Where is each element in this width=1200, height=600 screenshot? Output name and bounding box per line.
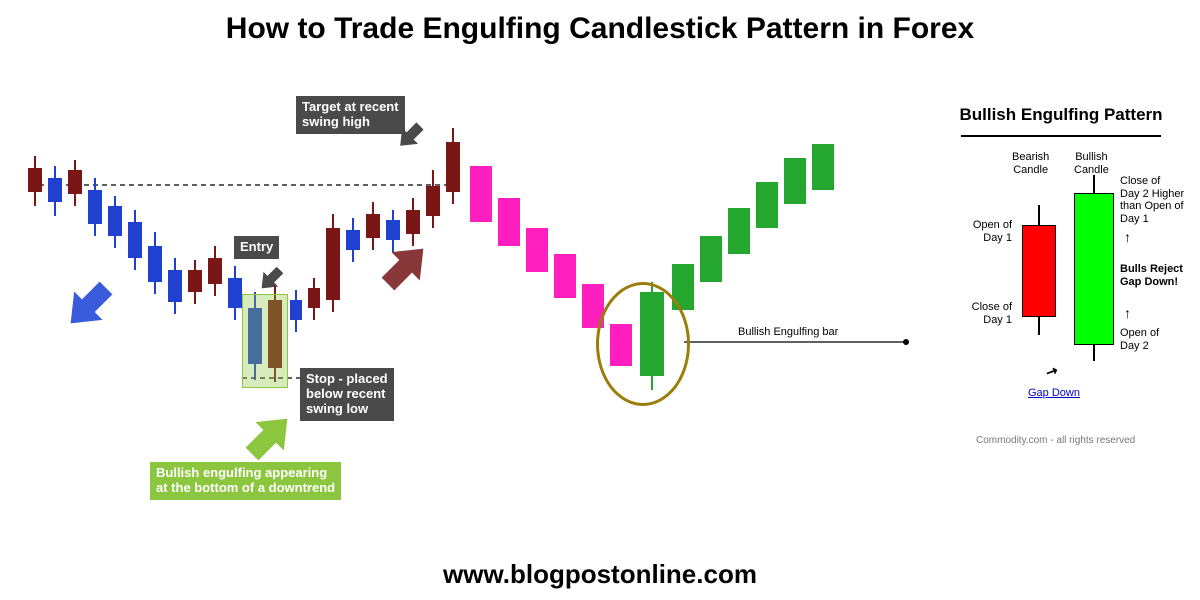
candle	[366, 70, 380, 550]
candle	[128, 70, 142, 550]
bearish-candle	[1022, 105, 1056, 405]
gap-down-link[interactable]: Gap Down	[1028, 387, 1080, 399]
candle	[446, 70, 460, 550]
engulfing-highlight	[242, 294, 288, 388]
footer-url: www.blogpostonline.com	[0, 559, 1200, 590]
candle	[48, 70, 62, 550]
candle	[700, 70, 722, 550]
candle	[526, 70, 548, 550]
candle	[554, 70, 576, 550]
candle	[582, 70, 604, 550]
candle	[470, 70, 492, 550]
candle	[68, 70, 82, 550]
label-bulls-reject: Bulls RejectGap Down!	[1120, 263, 1186, 288]
label-stop: Stop - placedbelow recentswing low	[300, 368, 394, 421]
side-underline	[961, 135, 1161, 137]
engulfing-ellipse	[596, 282, 690, 406]
pointer-label: Bullish Engulfing bar	[738, 326, 838, 338]
label-open-day1: Open ofDay 1	[942, 219, 1012, 244]
candle	[498, 70, 520, 550]
label-caption: Bullish engulfing appearingat the bottom…	[150, 462, 341, 500]
bullish-pattern-panel: Bullish Engulfing Pattern BearishCandle …	[936, 105, 1186, 505]
label-target: Target at recentswing high	[296, 96, 405, 134]
label-entry: Entry	[234, 236, 279, 259]
up-arrow-icon: ↑	[1124, 305, 1131, 321]
side-title: Bullish Engulfing Pattern	[936, 105, 1186, 125]
candle	[28, 70, 42, 550]
bullish-candle	[1074, 105, 1114, 405]
candlestick-chart: Target at recentswing high Entry Stop - pl…	[0, 70, 920, 550]
candle	[756, 70, 778, 550]
candle	[386, 70, 400, 550]
page-title: How to Trade Engulfing Candlestick Patte…	[0, 12, 1200, 46]
up-arrow-icon: ↑	[1124, 229, 1131, 245]
label-close-day1: Close ofDay 1	[942, 301, 1012, 326]
candle	[88, 70, 102, 550]
candle	[728, 70, 750, 550]
candle	[784, 70, 806, 550]
label-open-day2: Open ofDay 2	[1120, 327, 1186, 352]
candle	[426, 70, 440, 550]
candle	[812, 70, 834, 550]
candle	[406, 70, 420, 550]
candle	[346, 70, 360, 550]
credit-text: Commodity.com - all rights reserved	[976, 435, 1135, 446]
label-close-day2: Close ofDay 2 Higherthan Open ofDay 1	[1120, 175, 1186, 226]
candle	[108, 70, 122, 550]
